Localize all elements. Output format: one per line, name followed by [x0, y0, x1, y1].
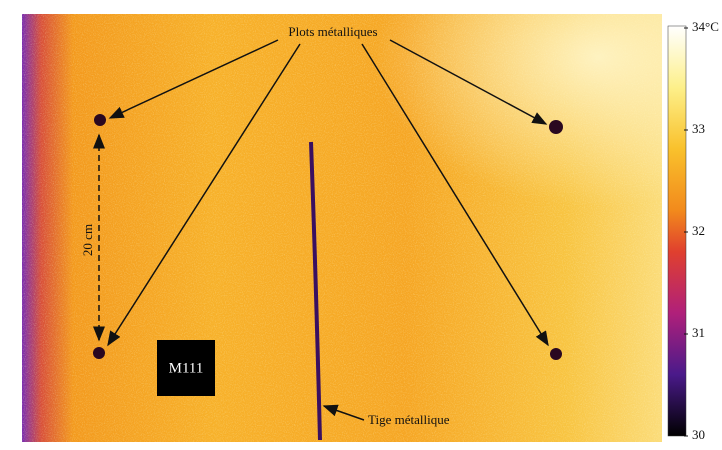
colorbar-tick-label: 34°C: [692, 19, 719, 34]
stud: [94, 114, 106, 126]
distance-label: 20 cm: [80, 224, 95, 256]
thermal-figure: M111 Plots métalliques 20 cm Tige métall…: [0, 0, 722, 450]
colorbar-tick-label: 30: [692, 427, 705, 442]
colorbar-tick-label: 33: [692, 121, 705, 136]
stud: [550, 348, 562, 360]
colorbar: [668, 26, 686, 436]
rod-label: Tige métallique: [368, 412, 450, 427]
stud: [93, 347, 105, 359]
colorbar-tick-label: 32: [692, 223, 705, 238]
texture: [22, 14, 662, 442]
sample-label: M111: [169, 360, 204, 376]
studs-label: Plots métalliques: [288, 24, 377, 39]
colorbar-ticks: 34°C 33 32 31 30: [684, 19, 719, 442]
stud: [549, 120, 563, 134]
colorbar-tick-label: 31: [692, 325, 705, 340]
